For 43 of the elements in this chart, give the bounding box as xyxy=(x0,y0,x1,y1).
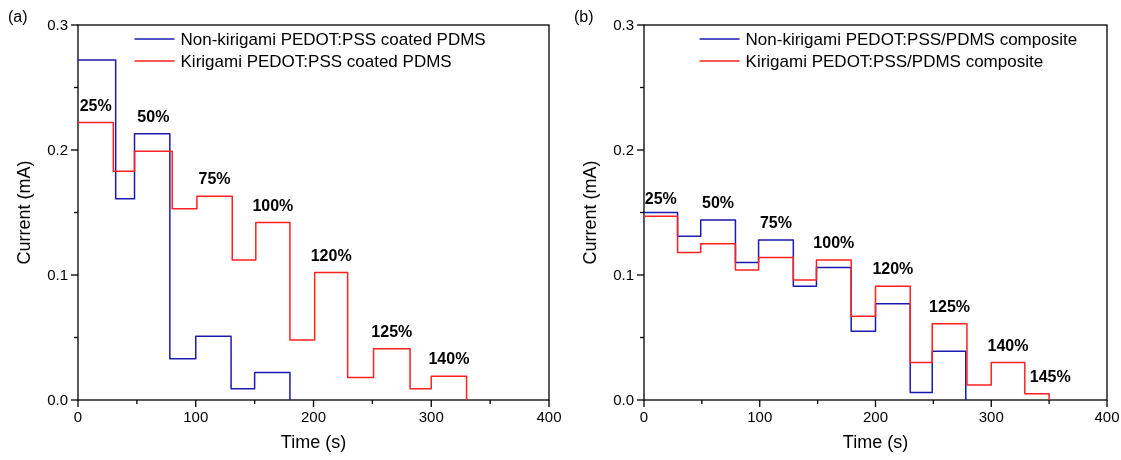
annotation: 140% xyxy=(428,350,470,368)
x-tick-label: 400 xyxy=(1094,408,1120,425)
x-tick-label: 200 xyxy=(300,408,327,425)
chart-title: (a) xyxy=(8,8,28,25)
y-tick-label: 0.1 xyxy=(613,266,634,283)
x-tick-label: 400 xyxy=(536,408,562,425)
annotation: 125% xyxy=(371,322,413,340)
annotation: 120% xyxy=(310,246,352,264)
y-tick-label: 0.0 xyxy=(47,391,68,408)
x-tick-label: 0 xyxy=(639,408,649,425)
y-tick-label: 0.0 xyxy=(613,391,634,408)
legend-label: Non-kirigami PEDOT:PSS/PDMS composite xyxy=(745,30,1078,49)
annotation: 75% xyxy=(198,170,231,188)
y-axis-title: Current (mA) xyxy=(580,160,600,265)
y-tick-label: 0.2 xyxy=(613,141,634,158)
annotation: 75% xyxy=(759,214,792,231)
chart-title: (b) xyxy=(574,8,594,25)
annotation: 100% xyxy=(813,234,855,251)
annotation: 140% xyxy=(987,336,1029,354)
annotation: 145% xyxy=(1029,367,1071,385)
x-tick-label: 0 xyxy=(73,408,83,425)
x-tick-label: 200 xyxy=(862,408,889,425)
annotation: 100% xyxy=(252,196,294,214)
x-axis-title: Time (s) xyxy=(280,432,347,452)
x-tick-label: 100 xyxy=(183,408,209,425)
x-axis-title: Time (s) xyxy=(842,432,909,452)
annotation: 120% xyxy=(872,260,914,278)
legend-label: Kirigami PEDOT:PSS coated PDMS xyxy=(180,52,452,71)
annotation: 25% xyxy=(79,96,112,114)
annotation: 125% xyxy=(929,297,971,315)
annotation: 50% xyxy=(137,107,170,125)
y-axis-title: Current (mA) xyxy=(14,160,34,265)
legend-label: Kirigami PEDOT:PSS/PDMS composite xyxy=(745,52,1044,71)
y-tick-label: 0.2 xyxy=(47,141,68,158)
legend-label: Non-kirigami PEDOT:PSS coated PDMS xyxy=(180,30,486,49)
y-tick-label: 0.3 xyxy=(47,16,68,33)
x-tick-label: 300 xyxy=(978,408,1004,425)
y-tick-label: 0.3 xyxy=(613,16,634,33)
x-tick-label: 100 xyxy=(747,408,773,425)
x-tick-label: 300 xyxy=(418,408,444,425)
annotation: 25% xyxy=(644,190,677,208)
annotation: 50% xyxy=(702,194,735,211)
y-tick-label: 0.1 xyxy=(47,266,68,283)
